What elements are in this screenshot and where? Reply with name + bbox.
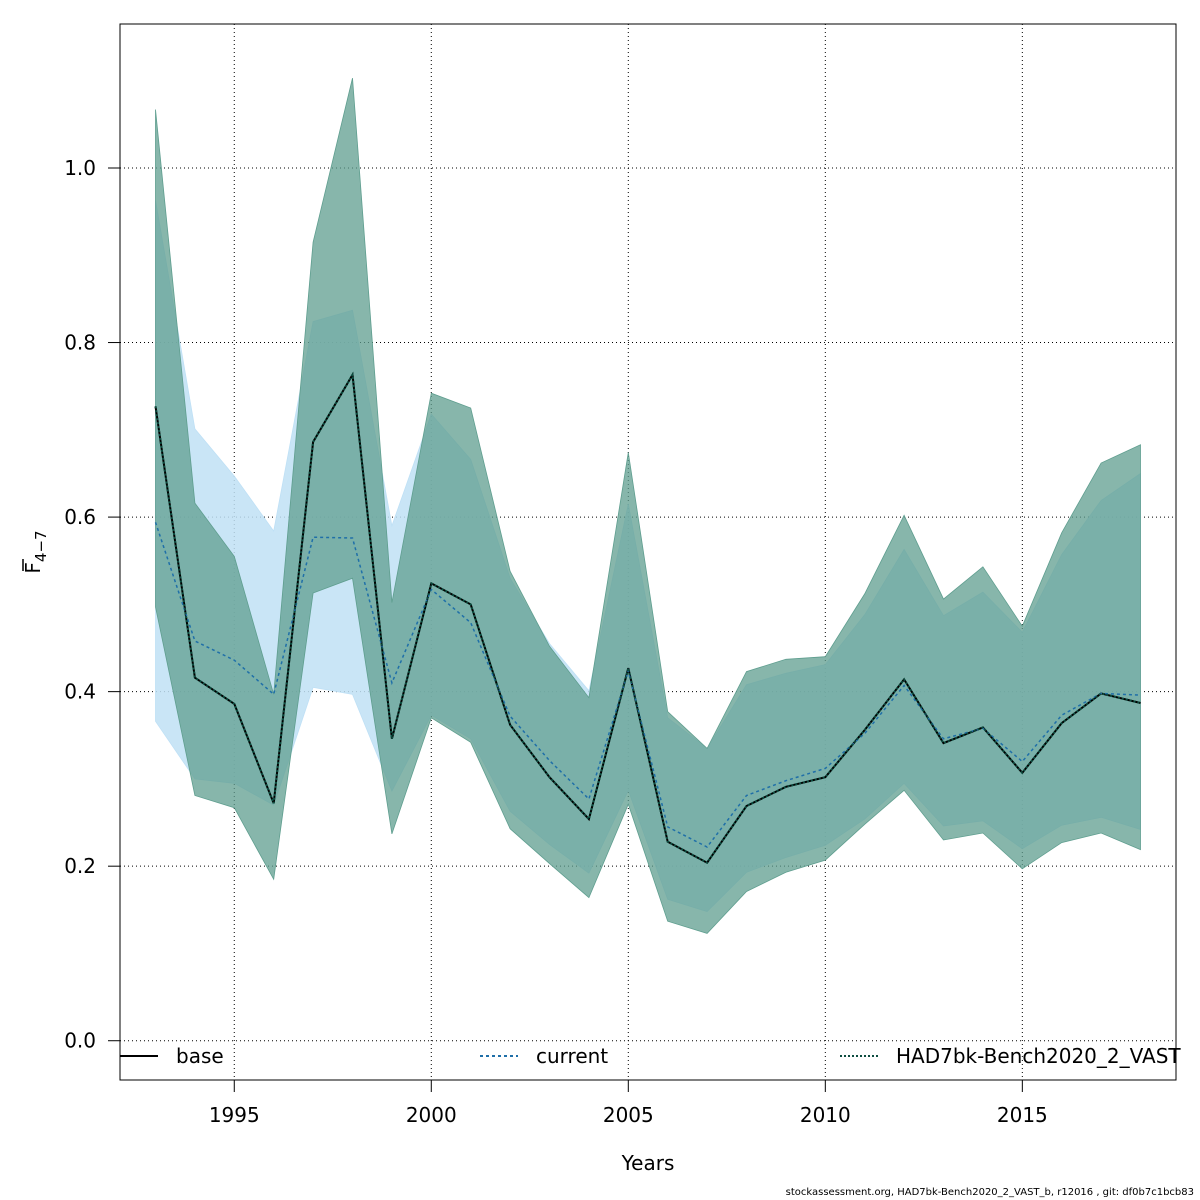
legend-base: base xyxy=(120,1044,224,1068)
y-axis-label-main: F xyxy=(21,562,45,574)
grid-lines xyxy=(120,24,1176,1080)
y-tick-label: 0.4 xyxy=(64,680,96,704)
legend-base-label: base xyxy=(176,1044,224,1068)
y-tick-label: 0.2 xyxy=(64,854,96,878)
x-tick-label: 2005 xyxy=(603,1103,654,1127)
y-tick-label: 1.0 xyxy=(64,156,96,180)
svg-text:F4−7: F4−7 xyxy=(21,530,50,573)
legend-current-label: current xyxy=(536,1044,608,1068)
y-tick-label: 0.0 xyxy=(64,1029,96,1053)
y-tick-label: 0.6 xyxy=(64,505,96,529)
y-tick-label: 0.8 xyxy=(64,331,96,355)
plot-frame xyxy=(119,23,1177,1081)
x-tick-label: 1995 xyxy=(209,1103,260,1127)
x-tick-label: 2015 xyxy=(997,1103,1048,1127)
confidence-bands xyxy=(155,78,1141,934)
legend-had7bk-label: HAD7bk-Bench2020_2_VAST xyxy=(896,1044,1181,1068)
axes: 1995 2000 2005 2010 2015 0.0 0.2 0.4 0.6 0.8 1.0 xyxy=(64,156,1048,1127)
footer-source: stockassessment.org, HAD7bk-Bench2020_2_… xyxy=(785,1187,1194,1198)
y-axis-label: F4−7 xyxy=(21,530,50,573)
x-tick-label: 2000 xyxy=(406,1103,457,1127)
x-axis-label: Years xyxy=(621,1151,675,1175)
series-lines xyxy=(154,371,1141,865)
legend: base current HAD7bk-Bench2020_2_VAST xyxy=(120,1044,1181,1068)
x-tick-label: 2010 xyxy=(800,1103,851,1127)
legend-current: current xyxy=(480,1044,608,1068)
line-had7bk xyxy=(154,371,1141,865)
band-base xyxy=(155,78,1141,934)
y-axis-label-sub: 4−7 xyxy=(32,530,50,562)
legend-had7bk: HAD7bk-Bench2020_2_VAST xyxy=(840,1044,1181,1068)
